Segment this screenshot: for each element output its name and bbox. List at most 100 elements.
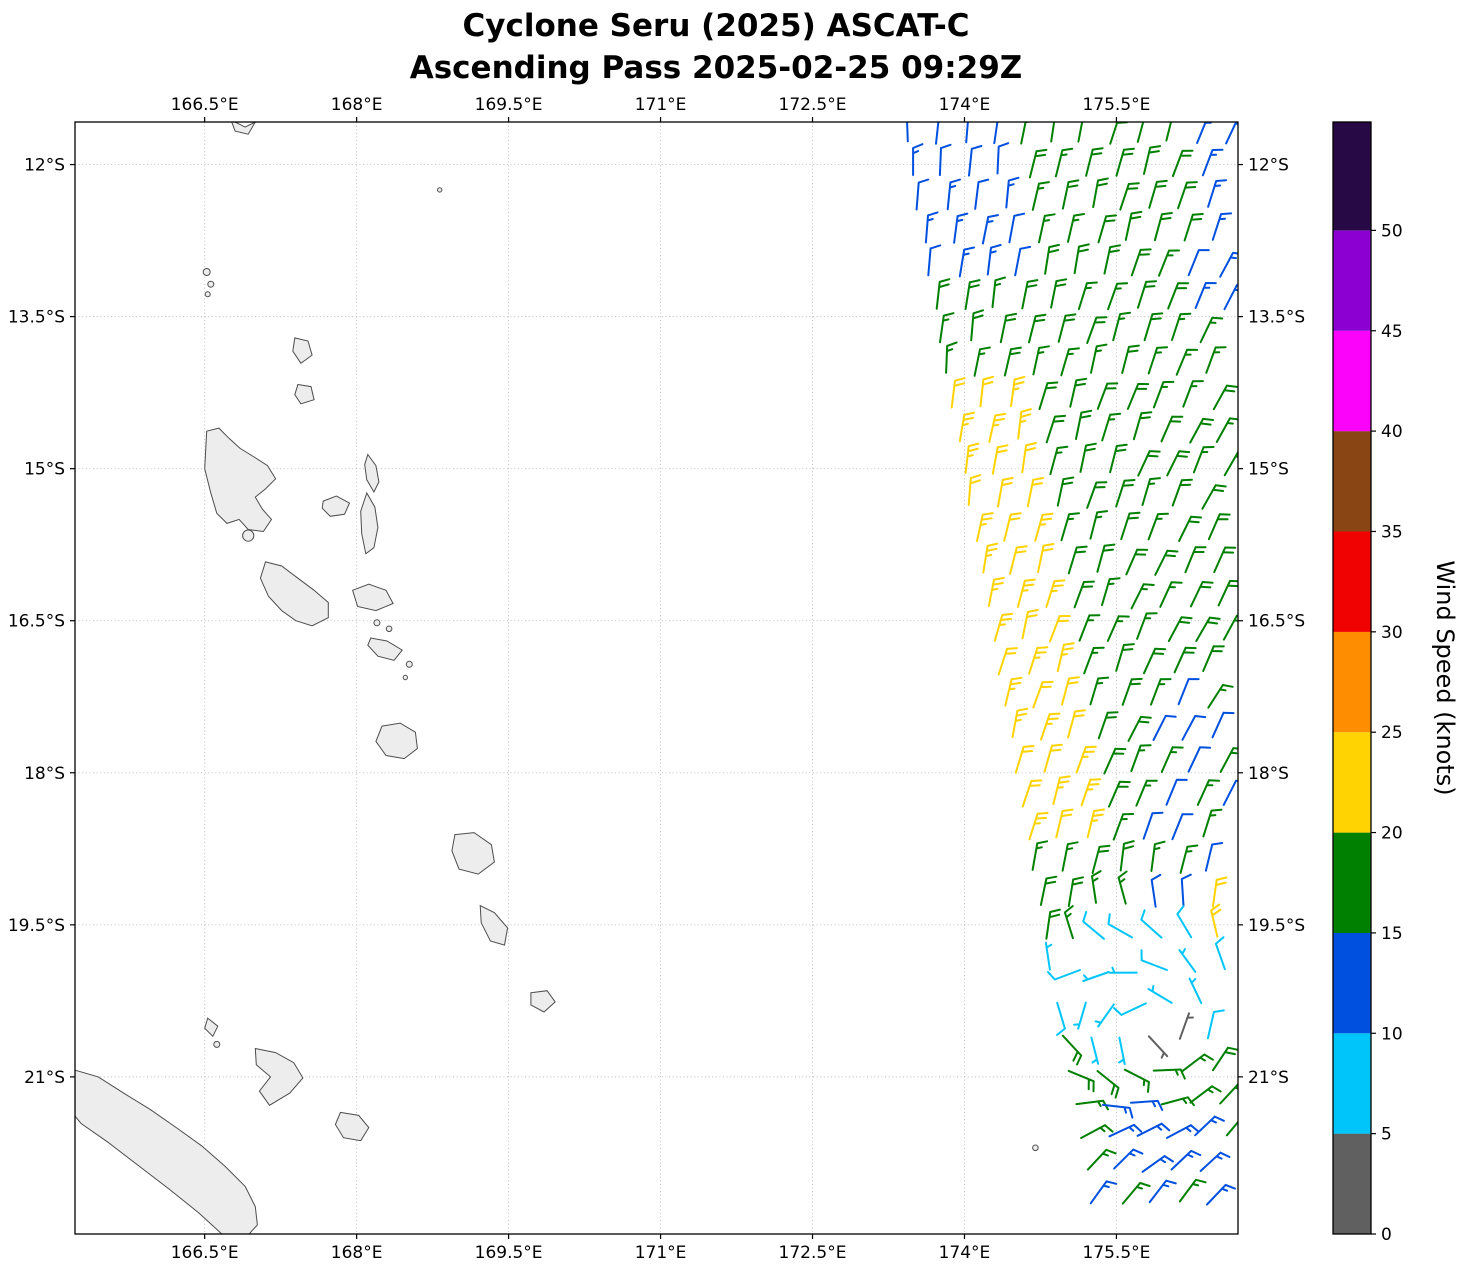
wind-barb	[1178, 1012, 1194, 1040]
wind-barb	[1130, 248, 1152, 277]
wind-barbs	[906, 122, 1238, 1206]
wind-barb	[1212, 1046, 1238, 1072]
wind-barb	[1031, 840, 1049, 871]
wind-barb	[1107, 282, 1129, 311]
wind-barb	[1219, 747, 1238, 773]
wind-barb	[1014, 745, 1035, 774]
x-tick-label-bottom: 175.5°E	[1082, 1243, 1150, 1263]
x-tick-label-top: 174°E	[939, 95, 991, 115]
wind-barb	[939, 312, 955, 344]
wind-barb	[1004, 676, 1023, 707]
wind-barb	[958, 246, 975, 278]
wind-barb	[1016, 578, 1036, 608]
x-tick-label-bottom: 171°E	[635, 1243, 687, 1263]
wind-barb	[1086, 808, 1105, 839]
island-paama	[373, 619, 381, 627]
wind-barb	[1178, 1178, 1207, 1203]
wind-barb	[1140, 909, 1163, 939]
wind-barb	[1056, 1001, 1066, 1036]
wind-barb	[1160, 1096, 1195, 1107]
colorbar-band	[1333, 932, 1371, 1034]
y-tick-label-left: 15°S	[24, 460, 65, 480]
colorbar-tick-label: 25	[1381, 723, 1403, 743]
wind-barb	[1204, 842, 1224, 872]
island-torres-a	[202, 268, 211, 276]
wind-barb	[1189, 1085, 1222, 1104]
wind-barb	[1054, 147, 1074, 178]
chart-title: Cyclone Seru (2025) ASCAT-C Ascending Pa…	[0, 6, 1432, 90]
wind-barb	[1126, 383, 1150, 410]
wind-barb	[964, 442, 980, 474]
wind-barb	[1031, 181, 1050, 211]
wind-barb	[1118, 1036, 1126, 1066]
wind-barb	[1223, 284, 1238, 311]
y-tick-label-left: 13.5°S	[8, 308, 65, 328]
wind-barb	[1096, 543, 1116, 573]
x-tick-label-top: 166.5°E	[171, 95, 239, 115]
island-vanua-lava	[292, 337, 313, 365]
wind-barb	[1214, 936, 1226, 971]
wind-barb	[1225, 1120, 1238, 1137]
colorbar-band	[1333, 732, 1371, 833]
wind-barb	[1167, 616, 1193, 642]
y-tick-label-left: 16.5°S	[8, 612, 65, 632]
wind-barb	[1121, 344, 1140, 374]
wind-barb	[965, 122, 969, 144]
wind-barb	[1136, 122, 1145, 143]
wind-barb	[1171, 813, 1194, 841]
wind-barb	[1090, 1036, 1100, 1065]
x-tick-label-top: 169.5°E	[475, 95, 543, 115]
wind-barb	[1165, 778, 1188, 806]
colorbar-label: Wind Speed (knots)	[1431, 560, 1459, 795]
wind-barb	[1092, 177, 1109, 209]
wind-barb	[1117, 870, 1128, 905]
wind-barb	[1158, 249, 1180, 277]
wind-barb	[1142, 811, 1164, 840]
wind-barb	[1089, 1180, 1118, 1205]
wind-barb	[1060, 512, 1080, 542]
wind-barb	[1086, 481, 1108, 509]
wind-barb	[1061, 1034, 1083, 1066]
wind-barb	[1044, 243, 1060, 275]
colorbar-tick-label: 20	[1381, 824, 1403, 844]
wind-barb	[1009, 545, 1028, 575]
y-tick-label-right: 13.5°S	[1248, 308, 1305, 328]
island-tanna	[479, 904, 509, 946]
wind-barb	[1154, 549, 1179, 576]
wind-barb	[1150, 873, 1162, 908]
wind-barb	[1141, 1155, 1174, 1173]
axis-labels: 166.5°E 166.5°E 168°E 168°E 169.5°E 169.5°E 17…	[8, 95, 1305, 1263]
wind-barb	[1173, 646, 1197, 674]
wind-barb	[1097, 711, 1119, 740]
wind-barb	[1177, 181, 1198, 210]
wind-barb	[1113, 1148, 1144, 1170]
island-malo	[242, 529, 255, 542]
wind-barb	[982, 542, 999, 574]
wind-barb	[1017, 408, 1032, 440]
colorbar-tick-label: 35	[1381, 522, 1403, 542]
y-tick-label-left: 12°S	[24, 156, 65, 176]
wind-barb	[1069, 377, 1088, 408]
wind-barb	[988, 412, 1007, 443]
wind-barb	[1085, 147, 1104, 177]
colorbar-tick-label: 50	[1381, 221, 1403, 241]
wind-barb	[1125, 548, 1149, 576]
colorbar-tick-label: 5	[1381, 1125, 1392, 1145]
wind-barb	[1050, 278, 1068, 309]
wind-barb	[1021, 779, 1043, 808]
wind-barb	[1132, 411, 1153, 441]
x-tick-label-bottom: 172.5°E	[779, 1243, 847, 1263]
wind-barb	[1140, 949, 1168, 971]
wind-barb	[1026, 477, 1045, 508]
wind-barb	[1073, 580, 1095, 609]
wind-barb	[1159, 581, 1183, 608]
wind-barb	[1196, 779, 1220, 806]
wind-barb	[1225, 122, 1238, 145]
colorbar-band	[1333, 1133, 1371, 1234]
wind-barb	[1101, 412, 1122, 442]
chart-title-line2: Ascending Pass 2025-02-25 09:29Z	[409, 49, 1023, 86]
wind-barb	[1217, 579, 1238, 607]
colorbar-band	[1333, 832, 1371, 933]
wind-barb	[1211, 711, 1235, 739]
wind-barb	[1212, 384, 1238, 411]
